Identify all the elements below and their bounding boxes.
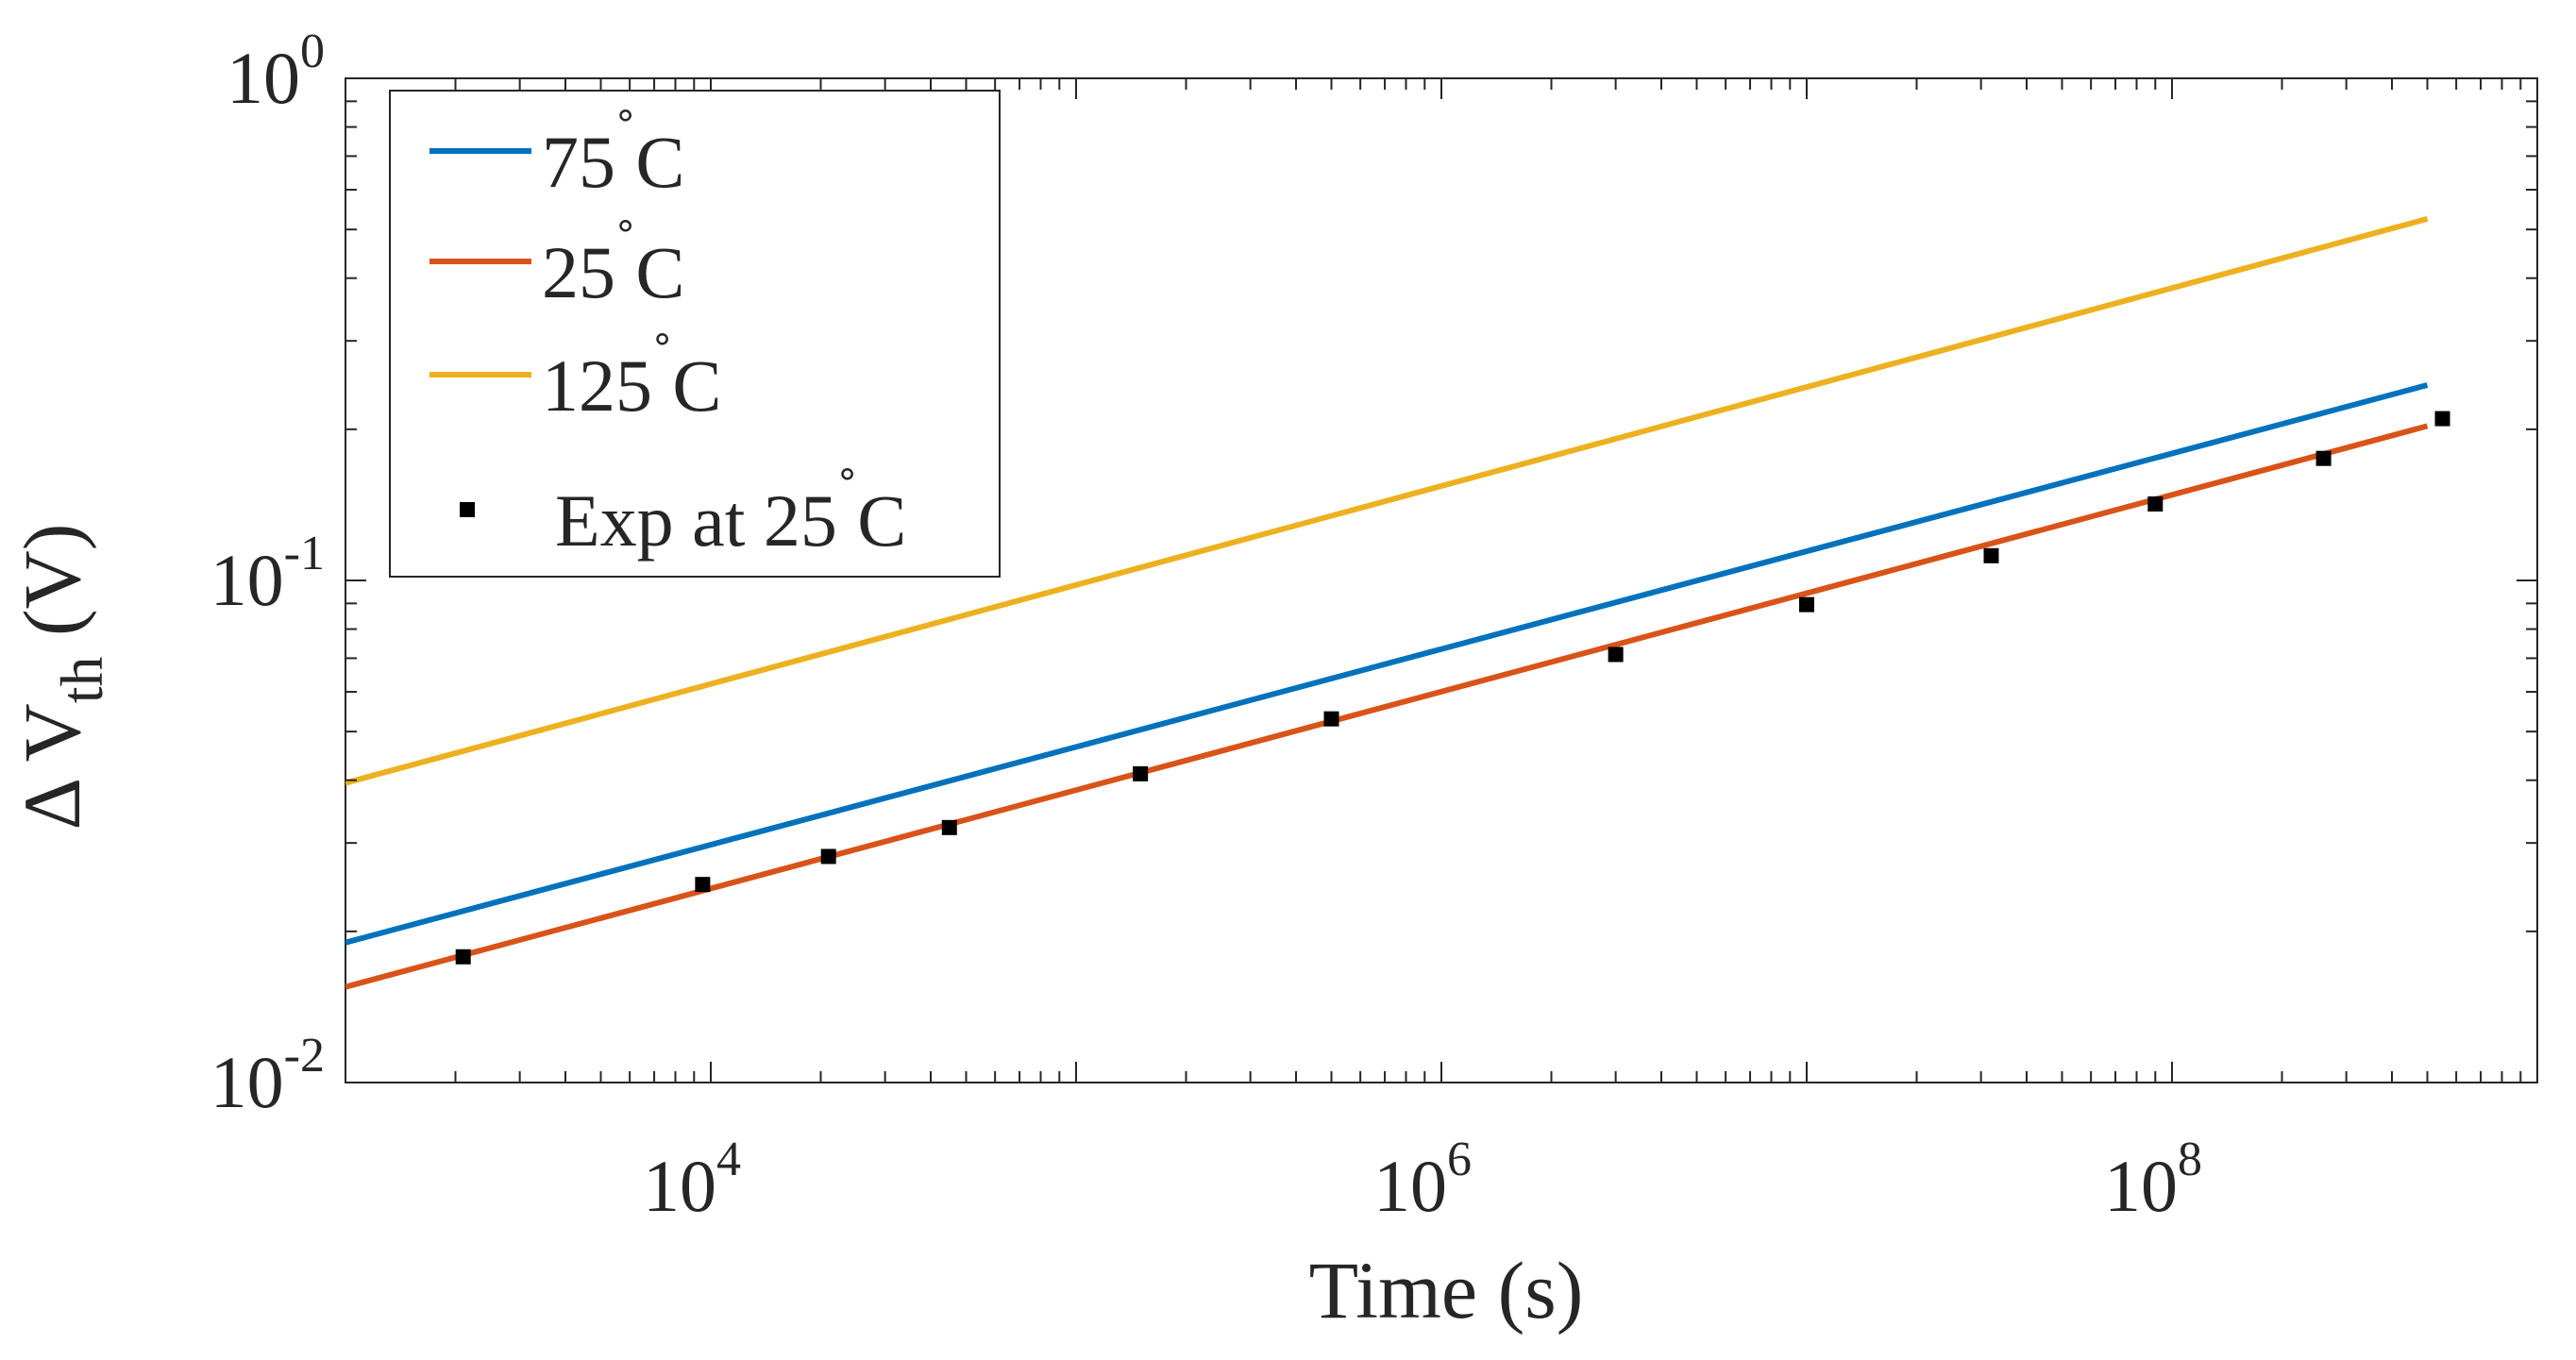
legend-box bbox=[389, 90, 1001, 578]
legend-item: Exp at 25˚C bbox=[460, 458, 906, 562]
data-point-marker bbox=[695, 877, 711, 893]
legend-item: 125˚C bbox=[429, 323, 721, 427]
data-point-marker bbox=[1799, 596, 1814, 613]
legend-label: 25˚C bbox=[542, 210, 684, 313]
data-point-marker bbox=[2315, 450, 2332, 466]
data-point-marker bbox=[2434, 411, 2450, 427]
series-line bbox=[345, 382, 2429, 946]
data-point-marker bbox=[820, 848, 836, 865]
data-point-marker bbox=[1133, 765, 1149, 781]
y-tick-label: 10-1 bbox=[210, 527, 325, 621]
legend-item: 75˚C bbox=[429, 99, 684, 203]
x-tick-label: 106 bbox=[1373, 1133, 1472, 1227]
series-line bbox=[345, 423, 2429, 990]
y-tick-label: 10-2 bbox=[210, 1029, 325, 1123]
data-point-marker bbox=[1983, 547, 1999, 563]
y-axis: 10-2 10-1 100 bbox=[210, 25, 2537, 1123]
x-axis-label: Time (s) bbox=[1309, 1245, 1584, 1335]
y-axis-label: Δ Vth (V) bbox=[7, 524, 115, 831]
legend-swatch-marker bbox=[460, 502, 475, 517]
data-point-marker bbox=[455, 949, 471, 965]
data-point-marker bbox=[1608, 646, 1624, 663]
series-group bbox=[345, 216, 2450, 990]
legend-label: 75˚C bbox=[542, 99, 684, 203]
y-tick-label: 100 bbox=[227, 25, 325, 119]
data-point-marker bbox=[2147, 495, 2164, 512]
data-point-marker bbox=[1323, 711, 1339, 727]
data-point-marker bbox=[941, 819, 957, 835]
x-axis: 104 106 108 bbox=[345, 78, 2538, 1227]
series-line bbox=[345, 216, 2429, 786]
legend-label: Exp at 25˚C bbox=[555, 458, 906, 562]
legend-item: 25˚C bbox=[429, 210, 684, 313]
legend-label: 125˚C bbox=[542, 323, 721, 427]
x-tick-label: 104 bbox=[643, 1133, 741, 1227]
x-tick-label: 108 bbox=[2104, 1133, 2202, 1227]
